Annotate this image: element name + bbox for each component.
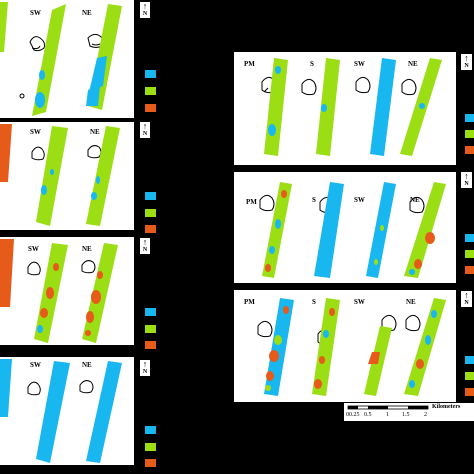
map-panel-left-3: SW NE: [0, 237, 134, 345]
label-pm: PM: [244, 60, 255, 68]
north-arrow-icon: ↑ N: [461, 291, 472, 307]
label-pm: PM: [246, 198, 257, 206]
lake-outline-icon: [355, 76, 371, 94]
map-panel-left-4: SW NE: [0, 357, 134, 465]
legend-orange: [465, 388, 474, 396]
legend-green: [465, 372, 474, 380]
scale-tick-label: 2: [424, 412, 427, 418]
label-s: S: [312, 298, 316, 306]
legend-blue: [465, 114, 474, 122]
lake-outline-icon: [79, 380, 94, 394]
label-ne: NE: [406, 298, 416, 306]
strip-s: [312, 298, 340, 396]
strip-s: [314, 182, 344, 278]
legend-green: [145, 87, 156, 95]
legend-green: [145, 209, 156, 217]
label-sw: SW: [28, 245, 39, 253]
strip-pm: [264, 298, 294, 396]
scale-tick-label: 1.5: [402, 412, 410, 418]
map-panel-right-1: PM S SW NE: [234, 52, 456, 165]
legend-blue: [465, 356, 474, 364]
strip-sw: [36, 126, 68, 226]
strip-ne: [86, 361, 122, 463]
label-sw: SW: [30, 128, 41, 136]
map-panel-left-1: SW NE: [0, 0, 134, 118]
strip-sw: [32, 4, 66, 116]
label-s: S: [310, 60, 314, 68]
label-ne: NE: [410, 196, 420, 204]
legend-orange: [145, 225, 156, 233]
strip-ne: [404, 182, 446, 278]
strip-pm: [262, 182, 292, 278]
label-pm: PM: [244, 298, 255, 306]
north-arrow-icon: ↑ N: [461, 54, 472, 70]
strip-sw: [370, 58, 396, 156]
legend-blue: [145, 192, 156, 200]
map-panel-right-2: PM S SW NE: [234, 172, 456, 283]
scale-bar-icon: Kilometers 00.25 0.5 1 1.5 2: [344, 403, 474, 421]
lake-outline-icon: [29, 36, 45, 52]
north-arrow-icon: ↑ N: [461, 172, 472, 188]
legend-orange: [145, 104, 156, 112]
label-ne: NE: [82, 245, 92, 253]
lake-outline-icon: [31, 146, 45, 161]
label-sw: SW: [354, 196, 365, 204]
legend-blue: [145, 426, 156, 434]
lake-outline-icon: [81, 260, 96, 274]
legend-green: [145, 325, 156, 333]
lake-outline-icon: [257, 320, 273, 338]
label-sw: SW: [354, 60, 365, 68]
strip-ne: [86, 126, 120, 226]
lake-outline-icon: [405, 314, 421, 332]
lake-outline-icon: [87, 145, 102, 159]
map-panel-right-3: PM S SW NE: [234, 290, 456, 402]
strip-s: [316, 58, 340, 156]
legend-orange: [465, 266, 474, 274]
label-sw: SW: [30, 361, 41, 369]
legend-blue: [145, 70, 156, 78]
label-s: S: [312, 196, 316, 204]
lake-outline-icon: [301, 78, 317, 96]
scale-tick-label: 1: [386, 412, 389, 418]
scale-tick-label: 00.25: [346, 412, 360, 418]
lake-outline-icon: [259, 194, 275, 212]
scale-unit: Kilometers: [432, 404, 461, 410]
legend-orange: [145, 459, 156, 467]
strip-sw: [36, 361, 70, 463]
scale-tick-label: 0.5: [364, 412, 372, 418]
strip-ne: [404, 298, 446, 396]
north-arrow-icon: ↑ N: [140, 360, 150, 376]
north-arrow-icon: ↑ N: [140, 238, 150, 254]
legend-orange: [465, 146, 474, 154]
label-ne: NE: [82, 9, 92, 17]
legend-blue: [465, 234, 474, 242]
lake-outline-icon: [27, 381, 41, 396]
label-sw: SW: [354, 298, 365, 306]
label-ne: NE: [408, 60, 418, 68]
label-sw: SW: [30, 9, 41, 17]
lake-outline-icon: [409, 196, 425, 214]
lake-outline-icon: [27, 261, 41, 276]
legend-green: [465, 250, 474, 258]
legend-green: [145, 443, 156, 451]
lake-outline-icon: [401, 78, 417, 96]
label-ne: NE: [90, 128, 100, 136]
legend-green: [465, 130, 474, 138]
label-ne: NE: [82, 361, 92, 369]
north-arrow-icon: ↑ N: [140, 122, 150, 138]
north-arrow-icon: ↑ N: [140, 2, 150, 18]
strip-partial: [0, 2, 8, 52]
legend-blue: [145, 308, 156, 316]
legend-orange: [145, 341, 156, 349]
map-panel-left-2: SW NE: [0, 122, 134, 230]
